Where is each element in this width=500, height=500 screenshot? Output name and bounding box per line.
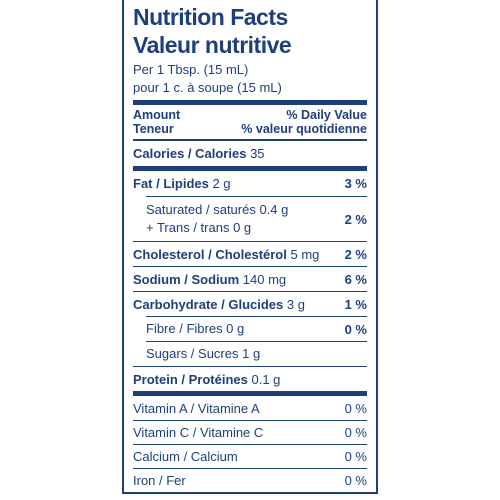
nutrient-label: Protein / Protéines [133, 371, 248, 387]
nutrient-name: Sodium / Sodium 140 mg [133, 272, 286, 287]
nutrient-line: Fibre / Fibres 0 g [146, 321, 245, 336]
daily-value: 6 % [344, 271, 367, 287]
nutrient-label: Cholesterol / Cholestérol [133, 246, 287, 262]
header: Nutrition Facts Valeur nutritive Per 1 T… [124, 0, 376, 97]
column-label: % valeur quotidienne [241, 122, 367, 136]
nutrient-row: Saturated / saturés 0.4 g + Trans / trans… [146, 196, 367, 241]
daily-value: 0 % [344, 400, 367, 416]
column-header: Amount Teneur % Daily Value% valeur quoti… [124, 105, 376, 139]
daily-value: 3 % [344, 176, 367, 191]
nutrient-row: Cholesterol / Cholestérol 5 mg 2 % [133, 241, 367, 266]
nutrient-amount: 2 g [212, 176, 231, 191]
daily-value: 2 % [344, 246, 367, 262]
nutrient-row: Fibre / Fibres 0 g 0 % [146, 316, 367, 341]
serving: pour 1 c. à soupe (15 mL) [133, 80, 282, 95]
serving: Per 1 Tbsp. (15 mL) [133, 62, 249, 77]
nutrient-name: Fibre / Fibres 0 g [146, 320, 244, 338]
rule [133, 166, 367, 171]
vitamin-label: Calcium / Calcium [133, 449, 238, 464]
nutrient-name: Cholesterol / Cholestérol 5 mg [133, 247, 319, 262]
calories-amount: 35 [250, 146, 265, 161]
daily-value: 0 % [344, 425, 367, 440]
nutrient-row: Carbohydrate / Glucides 3 g 1 % [133, 291, 367, 316]
nutrients: Fat / Lipides 2 g 3 % Saturated / saturés … [124, 171, 376, 391]
nutrient-line: Sugars / Sucres 1 g [146, 346, 261, 361]
daily-value: 0 % [344, 449, 367, 464]
calories-row: Calories / Calories 35 [133, 141, 367, 166]
nutrient-row: Sodium / Sodium 140 mg 6 % [133, 266, 367, 291]
daily-value: 2 % [344, 211, 367, 227]
nutrient-name: Carbohydrate / Glucides 3 g [133, 297, 305, 312]
vitamin-row: Calcium / Calcium 0 % [133, 444, 367, 468]
title: Valeur nutritive [133, 32, 292, 58]
nutrient-label: Sodium / Sodium [133, 271, 240, 287]
vitamin-label: Vitamin A / Vitamine A [133, 400, 260, 416]
column-label: Amount [133, 108, 181, 122]
daily-value: 0 % [344, 321, 367, 337]
nutrient-name: Fat / Lipides 2 g [133, 176, 231, 191]
rule [133, 100, 367, 105]
title: Nutrition Facts [133, 4, 288, 30]
column-label: % Daily Value [286, 108, 367, 122]
vitamin-row: Iron / Fer 0 % [133, 468, 367, 492]
daily-value: 1 % [344, 296, 367, 312]
nutrient-row: Protein / Protéines 0.1 g [133, 366, 367, 391]
vitamin-label: Vitamin C / Vitamine C [133, 425, 264, 440]
daily-value: 0 % [344, 473, 367, 488]
nutrient-name: Protein / Protéines 0.1 g [133, 372, 280, 387]
column-label: Teneur [133, 122, 174, 136]
vitamin-row: Vitamin A / Vitamine A 0 % [133, 396, 367, 420]
nutrient-line: Saturated / saturés 0.4 g [146, 202, 289, 217]
nutrient-name: Saturated / saturés 0.4 g + Trans / trans… [146, 201, 288, 237]
nutrient-amount: 3 g [286, 296, 305, 312]
nutrient-amount: 140 mg [242, 271, 287, 287]
nutrient-label: Carbohydrate / Glucides [133, 296, 284, 312]
nutrition-label: Nutrition Facts Valeur nutritive Per 1 T… [122, 0, 378, 494]
nutrient-amount: 0.1 g [251, 371, 281, 387]
nutrient-name: Sugars / Sucres 1 g [146, 345, 260, 363]
nutrient-label: Fat / Lipides [133, 176, 209, 191]
nutrient-line: + Trans / trans 0 g [146, 220, 252, 235]
vitamin-row: Vitamin C / Vitamine C 0 % [133, 420, 367, 444]
nutrient-row: Fat / Lipides 2 g 3 % [133, 171, 367, 196]
calories-label: Calories / Calories [133, 146, 247, 161]
rule [133, 139, 367, 141]
rule [133, 391, 367, 396]
nutrient-amount: 5 mg [290, 246, 320, 262]
nutrient-row: Sugars / Sucres 1 g [146, 341, 367, 366]
vitamin-label: Iron / Fer [133, 473, 186, 488]
